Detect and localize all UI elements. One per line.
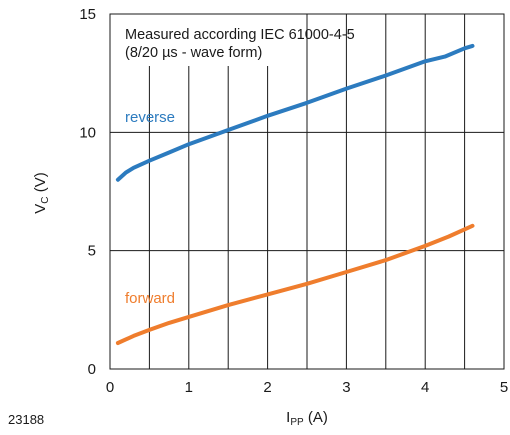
series-label-reverse: reverse bbox=[125, 109, 175, 126]
y-tick-label: 0 bbox=[88, 361, 96, 378]
x-axis-label: IPP (A) bbox=[286, 409, 328, 428]
annotation-line-2: (8/20 µs - wave form) bbox=[125, 45, 262, 61]
x-tick-label: 1 bbox=[185, 379, 193, 396]
y-tick-label: 5 bbox=[88, 243, 96, 260]
series-line-forward bbox=[115, 223, 475, 345]
x-tick-label: 0 bbox=[106, 379, 114, 396]
series-line-reverse bbox=[115, 43, 475, 182]
y-tick-label: 10 bbox=[79, 124, 96, 141]
series-layer bbox=[115, 43, 475, 345]
x-tick-label: 2 bbox=[263, 379, 271, 396]
annotation-line-1: Measured according IEC 61000-4-5 bbox=[125, 27, 355, 43]
y-tick-label: 15 bbox=[79, 6, 96, 23]
series-label-forward: forward bbox=[125, 290, 175, 307]
grid bbox=[110, 14, 504, 369]
x-tick-label: 5 bbox=[500, 379, 508, 396]
x-tick-label: 3 bbox=[342, 379, 350, 396]
figure-number: 23188 bbox=[8, 412, 45, 427]
y-axis-label: VC (V) bbox=[32, 172, 51, 213]
plot-frame bbox=[109, 13, 505, 370]
x-tick-label: 4 bbox=[421, 379, 429, 396]
tick-labels: 0 1 2 3 4 5 0 5 10 15 bbox=[79, 6, 508, 396]
